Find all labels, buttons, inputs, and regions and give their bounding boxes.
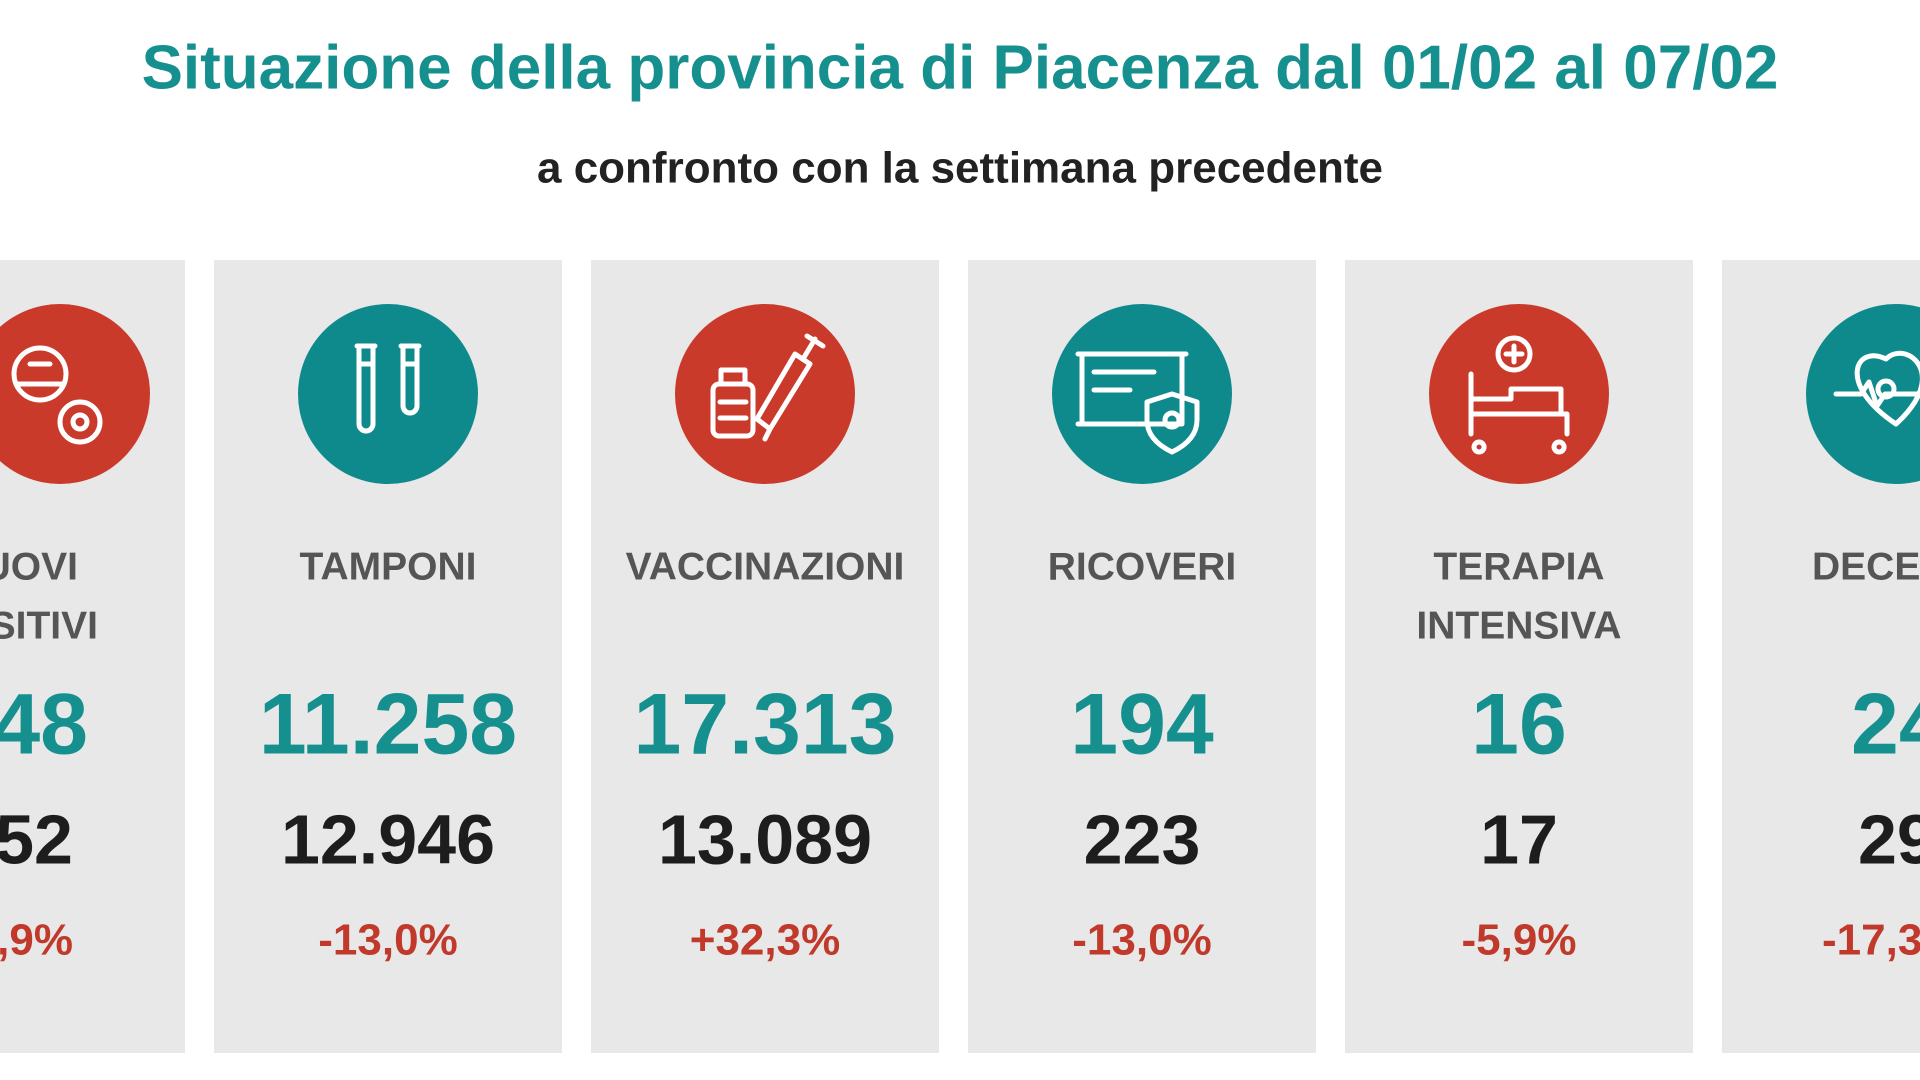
change-value: ,9% [0,916,73,965]
icon-part [57,399,103,445]
current-value: 48 [0,677,88,773]
icon-circle [675,304,855,484]
card-label: TAMPONI [300,545,477,588]
current-value: 16 [1471,677,1567,773]
previous-value: 17 [1480,800,1558,878]
current-value: 24 [1851,677,1920,773]
previous-value: 223 [1084,800,1201,878]
icon-part [1833,350,1920,427]
card-label: VACCINAZIONI [626,545,905,588]
previous-value: 29 [1858,800,1920,878]
change-value: -5,9% [1462,916,1577,965]
previous-value: 52 [0,800,73,878]
title: Situazione della provincia di Piacenza d… [142,33,1779,102]
card: TAMPONI 11.258 12.946 -13,0% [214,260,562,1053]
icon [1075,351,1200,455]
icon-circle [298,304,478,484]
icon [11,345,103,445]
current-value: 17.313 [633,677,896,773]
current-value: 194 [1070,677,1214,773]
icon-part [13,361,67,387]
card: TERAPIA INTENSIVA 16 17 -5,9% [1345,260,1693,1053]
card: DECE 24 29 -17,3 [1722,260,1920,1053]
change-value: -13,0% [318,916,457,965]
change-value: -17,3 [1822,916,1920,965]
change-value: -13,0% [1072,916,1211,965]
icon-part [11,345,69,403]
icon-part [1495,335,1533,373]
icon-part [717,399,749,421]
previous-value: 12.946 [281,800,495,878]
icon-part [1875,378,1897,400]
card: RICOVERI 194 223 -13,0% [968,260,1316,1053]
card-label: INTENSIVA [1416,604,1621,647]
icon-part [1468,343,1570,455]
subtitle: a confronto con la settimana precedente [537,144,1383,193]
card-label: SITIVI [0,604,98,647]
icon-part [1075,351,1189,427]
change-value: +32,3% [690,916,840,965]
previous-value: 13.089 [658,800,872,878]
icon-circle [1429,304,1609,484]
icon [710,333,826,442]
icon-part [1144,391,1200,455]
card-label: RICOVERI [1048,545,1237,588]
card-label: DECE [1812,545,1920,588]
icon [354,343,422,434]
icon-part [1162,410,1182,430]
card: VACCINAZIONI 17.313 13.089 +32,3% [591,260,939,1053]
card-label: TERAPIA [1433,545,1604,588]
icon-circle [1052,304,1232,484]
icon [1833,350,1920,427]
icon-part [718,367,748,387]
icon-part [398,343,422,416]
icon-part [354,343,378,434]
icon-part [754,333,826,442]
card-label: UOVI [0,545,78,588]
current-value: 11.258 [259,677,517,773]
icon-part [70,412,90,432]
card: UOVI SITIVI 48 52 ,9% [0,260,185,1053]
icon [1468,335,1570,455]
